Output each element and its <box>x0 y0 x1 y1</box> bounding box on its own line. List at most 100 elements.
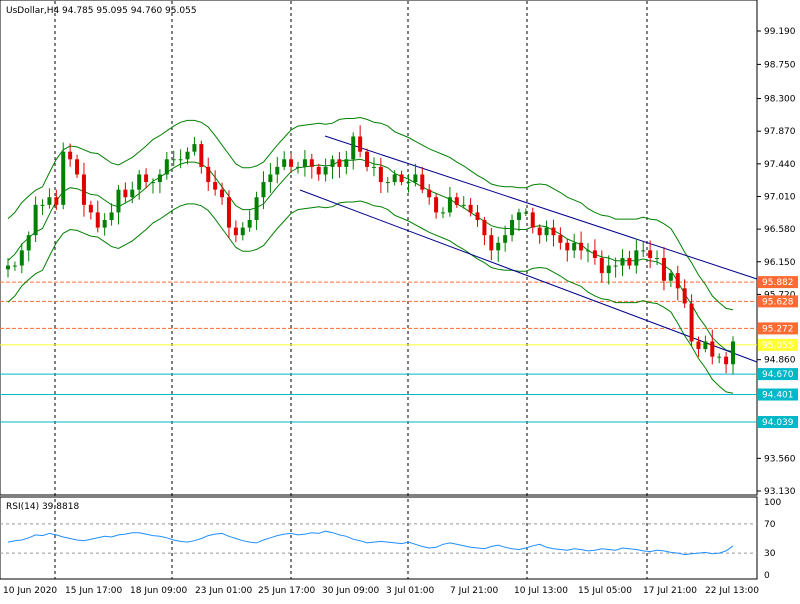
candle-body[interactable] <box>95 212 100 228</box>
candle-body[interactable] <box>144 174 149 183</box>
candle-body[interactable] <box>592 250 597 258</box>
candle-body[interactable] <box>151 182 155 184</box>
candle-body[interactable] <box>12 265 17 267</box>
candle-body[interactable] <box>620 257 625 266</box>
candle-body[interactable] <box>461 204 466 206</box>
candle-body[interactable] <box>703 341 708 350</box>
candle-body[interactable] <box>717 356 722 358</box>
candle-body[interactable] <box>544 227 549 236</box>
candle-body[interactable] <box>468 204 473 213</box>
candle-body[interactable] <box>406 182 411 184</box>
candle-body[interactable] <box>330 159 335 167</box>
candle-body[interactable] <box>441 212 445 214</box>
candle-body[interactable] <box>81 174 86 205</box>
candle-body[interactable] <box>434 197 439 213</box>
candle-body[interactable] <box>247 220 252 228</box>
candle-body[interactable] <box>123 189 128 198</box>
candle-body[interactable] <box>627 257 632 266</box>
candle-body[interactable] <box>668 273 673 281</box>
candle-body[interactable] <box>323 166 328 175</box>
candle-body[interactable] <box>40 204 45 206</box>
candle-body[interactable] <box>296 166 300 168</box>
candle-body[interactable] <box>606 265 611 274</box>
candle-body[interactable] <box>510 220 515 236</box>
candle-body[interactable] <box>75 159 80 175</box>
candle-body[interactable] <box>261 182 266 198</box>
candle-body[interactable] <box>171 159 176 161</box>
candle-body[interactable] <box>503 235 508 243</box>
candle-body[interactable] <box>420 174 425 190</box>
candle-body[interactable] <box>586 250 590 252</box>
price-channel[interactable] <box>299 135 758 363</box>
candle-body[interactable] <box>130 189 135 198</box>
candle-body[interactable] <box>392 174 397 183</box>
candle-body[interactable] <box>164 159 169 175</box>
candle-body[interactable] <box>385 182 390 184</box>
candle-body[interactable] <box>61 151 66 205</box>
candle-body[interactable] <box>655 257 660 259</box>
candle-body[interactable] <box>689 303 694 342</box>
candle-body[interactable] <box>661 257 666 281</box>
candle-body[interactable] <box>724 356 729 365</box>
candle-body[interactable] <box>254 197 259 221</box>
candle-body[interactable] <box>696 341 701 350</box>
candle-body[interactable] <box>613 265 618 267</box>
candle-body[interactable] <box>447 197 452 213</box>
candle-body[interactable] <box>6 265 10 270</box>
candle-body[interactable] <box>102 220 107 228</box>
candle-body[interactable] <box>675 273 680 289</box>
candle-body[interactable] <box>309 159 314 167</box>
candle-body[interactable] <box>192 144 197 152</box>
candle-body[interactable] <box>572 242 577 251</box>
candle-body[interactable] <box>302 159 307 167</box>
candle-body[interactable] <box>226 197 231 228</box>
candle-body[interactable] <box>731 341 735 365</box>
candle-body[interactable] <box>316 166 321 175</box>
candle-body[interactable] <box>282 159 287 167</box>
horizontal-levels[interactable] <box>0 281 757 423</box>
candle-body[interactable] <box>682 288 687 304</box>
candle-body[interactable] <box>413 174 418 183</box>
candle-body[interactable] <box>54 197 59 205</box>
candle-body[interactable] <box>220 189 225 198</box>
candle-body[interactable] <box>157 174 162 183</box>
candle-body[interactable] <box>530 212 535 228</box>
candle-body[interactable] <box>579 242 584 251</box>
candles[interactable] <box>6 125 735 375</box>
candle-body[interactable] <box>289 159 294 167</box>
candle-body[interactable] <box>213 182 218 190</box>
channel-upper-line[interactable] <box>324 135 758 280</box>
candle-body[interactable] <box>68 151 73 160</box>
candle-body[interactable] <box>240 227 245 236</box>
candle-body[interactable] <box>88 204 93 213</box>
candle-body[interactable] <box>454 197 459 205</box>
candle-body[interactable] <box>558 235 563 243</box>
candle-body[interactable] <box>710 341 715 357</box>
candle-body[interactable] <box>268 174 273 183</box>
candle-body[interactable] <box>109 212 114 221</box>
candle-body[interactable] <box>523 212 528 214</box>
candle-body[interactable] <box>489 235 494 251</box>
candle-body[interactable] <box>206 166 211 183</box>
candle-body[interactable] <box>116 189 121 213</box>
candle-body[interactable] <box>399 174 404 183</box>
candle-body[interactable] <box>371 166 376 168</box>
candle-body[interactable] <box>516 212 521 221</box>
candle-body[interactable] <box>337 159 342 167</box>
candle-body[interactable] <box>482 220 487 236</box>
candle-body[interactable] <box>537 227 542 236</box>
candle-body[interactable] <box>344 159 349 167</box>
candle-body[interactable] <box>565 242 570 251</box>
candle-body[interactable] <box>47 197 52 205</box>
candle-body[interactable] <box>26 235 31 251</box>
candle-body[interactable] <box>275 166 280 175</box>
candle-body[interactable] <box>199 144 204 167</box>
candle-body[interactable] <box>475 212 480 221</box>
candle-body[interactable] <box>599 257 604 274</box>
candle-body[interactable] <box>137 174 142 190</box>
candle-body[interactable] <box>185 151 190 160</box>
candle-body[interactable] <box>178 159 183 161</box>
candle-body[interactable] <box>19 250 24 266</box>
